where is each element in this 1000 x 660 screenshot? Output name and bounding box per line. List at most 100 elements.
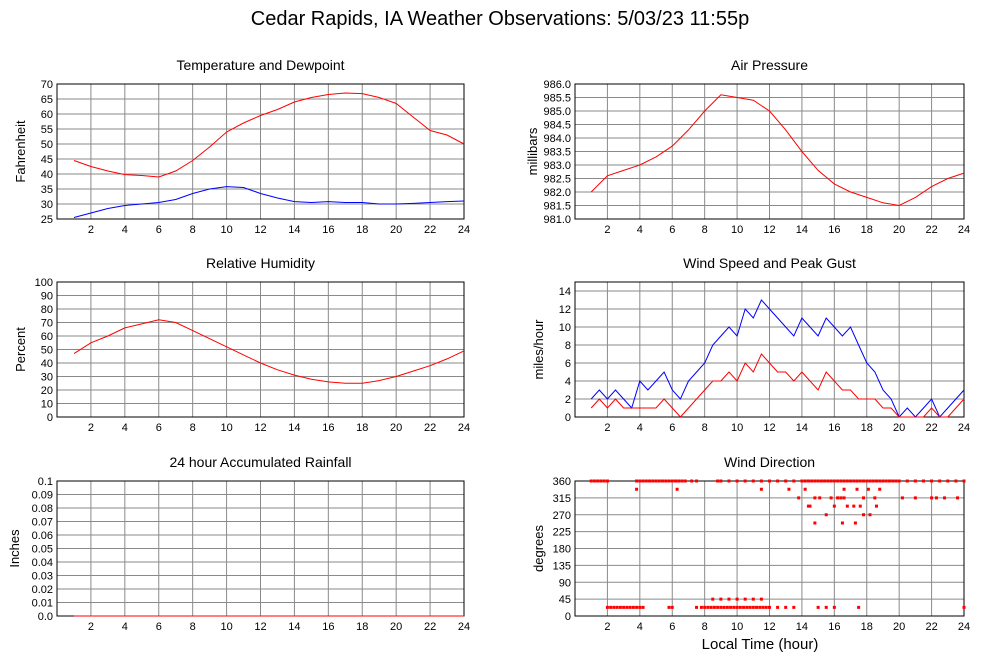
data-point	[813, 496, 817, 500]
data-point	[641, 605, 645, 609]
data-point	[651, 479, 655, 483]
x-tick-label: 12	[763, 621, 775, 633]
y-tick-label: 14	[559, 286, 571, 298]
x-tick-label: 2	[604, 621, 610, 633]
data-point	[956, 496, 960, 500]
data-point	[667, 479, 671, 483]
x-tick-label: 6	[669, 621, 675, 633]
x-tick-label: 24	[958, 621, 970, 633]
y-tick-label: 10	[41, 399, 53, 411]
data-point	[824, 513, 828, 517]
plot-frame	[574, 281, 965, 418]
y-axis-label: degrees	[531, 525, 546, 572]
y-tick-label: 0.04	[32, 557, 53, 569]
data-point	[832, 504, 836, 508]
y-tick-label: 20	[41, 385, 53, 397]
data-point	[641, 479, 645, 483]
x-tick-label: 20	[390, 224, 402, 236]
data-point	[866, 487, 870, 491]
data-point	[913, 479, 917, 483]
chart-title: Temperature and Dewpoint	[176, 57, 344, 73]
data-point	[868, 513, 872, 517]
data-point	[735, 597, 739, 601]
x-tick-label: 10	[220, 224, 232, 236]
data-point	[954, 479, 958, 483]
data-point	[962, 605, 966, 609]
y-tick-label: 0.03	[32, 571, 53, 583]
data-point	[943, 496, 947, 500]
y-tick-label: 35	[41, 184, 53, 196]
x-tick-label: 12	[254, 422, 266, 434]
y-tick-label: 360	[553, 476, 571, 488]
data-point	[751, 605, 755, 609]
chart-title: Relative Humidity	[206, 255, 315, 271]
x-tick-label: 4	[122, 224, 128, 236]
y-tick-label: 70	[41, 318, 53, 330]
y-tick-label: 60	[41, 331, 53, 343]
data-point	[635, 487, 639, 491]
data-point	[599, 479, 603, 483]
data-point	[727, 597, 731, 601]
data-point	[849, 479, 853, 483]
page-title: Cedar Rapids, IA Weather Observations: 5…	[250, 8, 750, 30]
x-tick-label: 4	[637, 621, 643, 633]
data-point	[803, 487, 807, 491]
x-tick-label: 22	[424, 621, 436, 633]
data-point	[862, 496, 866, 500]
data-point	[759, 479, 763, 483]
y-tick-label: 80	[41, 304, 53, 316]
data-point	[751, 597, 755, 601]
data-point	[709, 605, 713, 609]
y-tick-label: 0.0	[38, 611, 53, 623]
data-point	[900, 496, 904, 500]
data-point	[716, 479, 720, 483]
data-point	[615, 605, 619, 609]
x-tick-label: 24	[958, 224, 970, 236]
data-point	[618, 605, 622, 609]
data-point	[808, 504, 812, 508]
y-tick-label: 0.01	[32, 598, 53, 610]
x-tick-label: 24	[458, 422, 470, 434]
data-point	[792, 605, 796, 609]
data-point	[776, 479, 780, 483]
y-tick-label: 40	[41, 358, 53, 370]
data-point	[874, 504, 878, 508]
x-tick-label: 10	[731, 422, 743, 434]
x-tick-label: 14	[288, 621, 300, 633]
y-tick-label: 983.0	[543, 160, 571, 172]
data-point	[946, 479, 950, 483]
data-point	[628, 605, 632, 609]
data-point	[878, 479, 882, 483]
data-point	[857, 605, 861, 609]
y-tick-label: 225	[553, 527, 571, 539]
x-tick-label: 20	[390, 422, 402, 434]
data-point	[735, 479, 739, 483]
x-tick-label: 6	[669, 224, 675, 236]
data-point	[897, 479, 901, 483]
data-point	[727, 479, 731, 483]
x-tick-label: 18	[861, 224, 873, 236]
data-point	[661, 479, 665, 483]
data-point	[738, 605, 742, 609]
data-point	[758, 605, 762, 609]
data-point	[894, 479, 898, 483]
y-tick-label: 983.5	[543, 147, 571, 159]
data-point	[934, 496, 938, 500]
data-point	[787, 487, 791, 491]
x-tick-label: 12	[763, 422, 775, 434]
y-tick-label: 65	[41, 94, 53, 106]
x-tick-label: 16	[828, 224, 840, 236]
data-point	[842, 496, 846, 500]
data-point	[962, 479, 966, 483]
y-tick-label: 70	[41, 79, 53, 91]
y-axis-label: millibars	[525, 127, 540, 175]
data-point	[673, 479, 677, 483]
x-tick-label: 16	[322, 621, 334, 633]
series-line-0	[590, 94, 965, 207]
data-point	[842, 479, 846, 483]
y-tick-label: 270	[553, 510, 571, 522]
x-tick-label: 10	[731, 224, 743, 236]
data-point	[654, 479, 658, 483]
series-line-0	[73, 92, 465, 178]
